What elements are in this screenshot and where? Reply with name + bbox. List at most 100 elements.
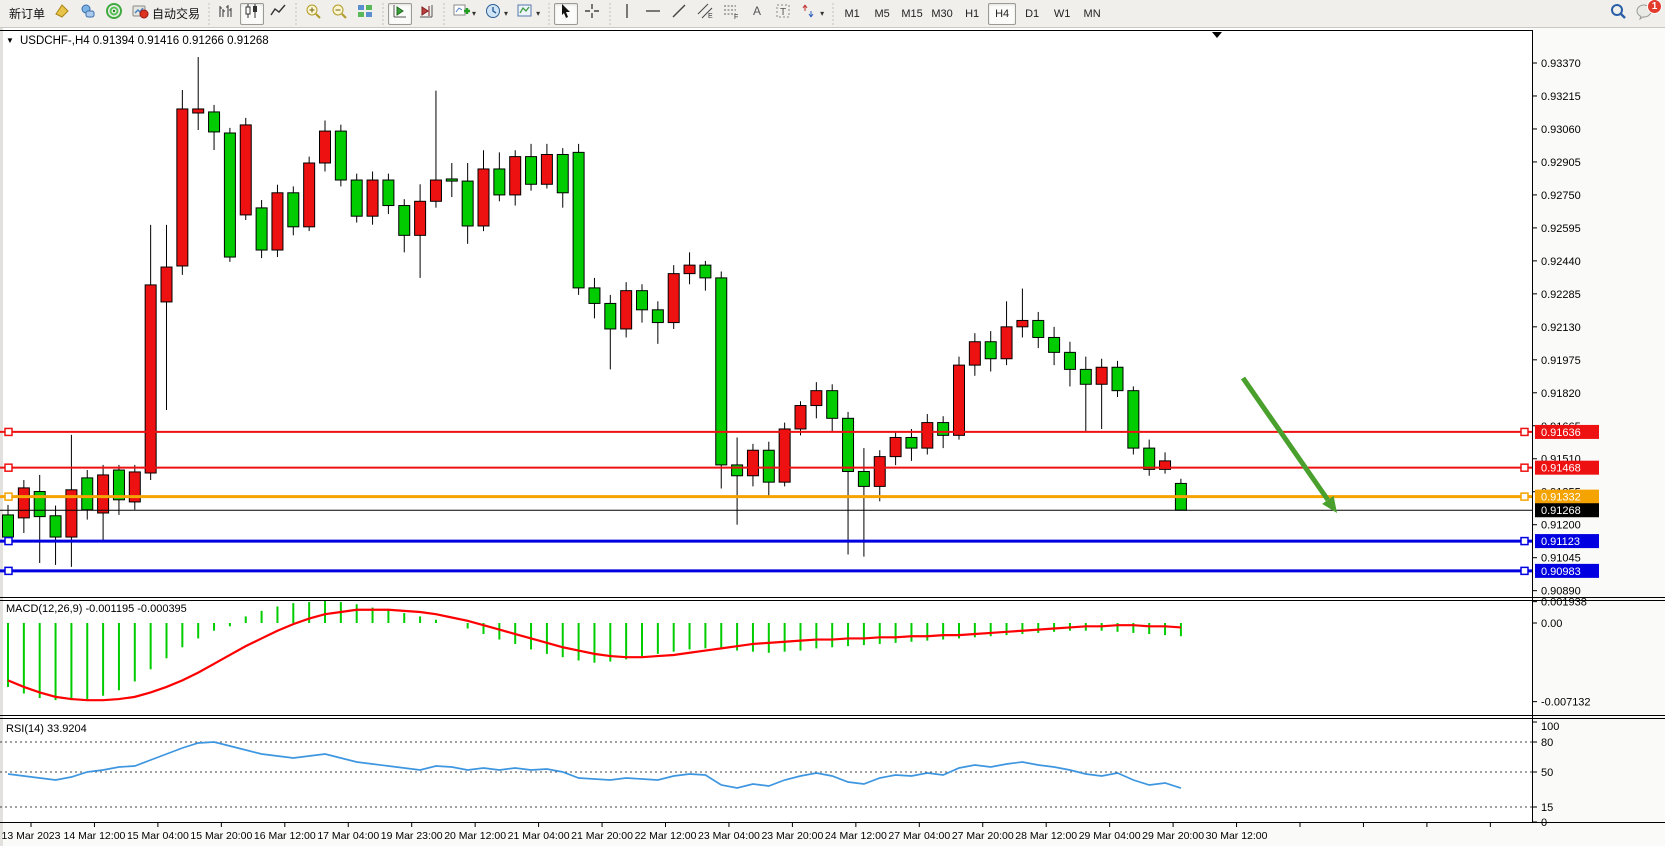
trend-arrow-line[interactable] — [1240, 376, 1330, 502]
hline-handle-left[interactable] — [4, 492, 13, 501]
tile-windows-button[interactable] — [353, 3, 377, 25]
hline-handle-left[interactable] — [4, 536, 13, 546]
timeframe-w1-button[interactable]: W1 — [1053, 7, 1071, 20]
bar-chart-button[interactable] — [214, 3, 238, 25]
arrows-icon — [800, 2, 818, 25]
rsi-axis-label: 80 — [1541, 737, 1553, 749]
toolbar-separator — [545, 2, 553, 25]
chart-shift-marker[interactable] — [1212, 32, 1222, 38]
periods-button[interactable]: ▾ — [481, 3, 511, 25]
search-icon — [1609, 2, 1627, 25]
hline-handle-left[interactable] — [4, 427, 13, 437]
candle-body — [588, 287, 601, 304]
rsi-axis-label: 0 — [1541, 817, 1547, 829]
candle-body — [192, 108, 205, 114]
timeframe-h1-button[interactable]: H1 — [965, 7, 980, 20]
zoom-in-button[interactable] — [301, 3, 325, 25]
text-button[interactable]: A — [745, 3, 769, 25]
templates-button[interactable]: ▾ — [513, 3, 543, 25]
time-axis-label: 14 Mar 12:00 — [64, 830, 126, 842]
timeframe-m15-button[interactable]: M15 — [901, 7, 923, 20]
price-label-box-text: 0.90983 — [1541, 566, 1581, 578]
crosshair-button[interactable] — [580, 3, 604, 25]
chart-shift-button[interactable] — [414, 3, 438, 25]
vertical-line-icon — [618, 2, 636, 25]
text-label-button[interactable]: T — [771, 3, 795, 25]
timeframe-mn-button[interactable]: MN — [1083, 7, 1101, 20]
time-axis-label: 29 Mar 20:00 — [1142, 830, 1204, 842]
toolbar-separator — [292, 2, 300, 25]
zoom-in-icon — [304, 2, 322, 25]
hline-handle-right[interactable] — [1520, 427, 1529, 437]
chart-area[interactable]: 0.93370 0.93215 0.93060 0.92905 0.92750 0.925… — [0, 28, 1665, 846]
search-button[interactable] — [1606, 3, 1630, 25]
candle-body — [620, 290, 633, 330]
price-axis-label: 0.92750 — [1541, 190, 1581, 202]
new-order-button[interactable]: 新订单 — [3, 3, 48, 25]
candle-body — [1143, 447, 1156, 470]
macd-signal-line — [7, 608, 1181, 702]
market-watch-button[interactable] — [50, 3, 74, 25]
hline-handle-right[interactable] — [1520, 566, 1529, 576]
timeframe-m1-button[interactable]: M1 — [844, 7, 860, 20]
macd-axis-label: -0.007132 — [1541, 697, 1591, 709]
timeframe-m5-button[interactable]: M5 — [874, 7, 890, 20]
candle-body — [112, 469, 125, 501]
vertical-line-button[interactable] — [615, 3, 639, 25]
horizontal-line-button[interactable] — [641, 3, 665, 25]
signals-button[interactable] — [102, 3, 126, 25]
indicators-icon — [452, 2, 471, 25]
rsi-label: RSI(14) 33.9204 — [6, 723, 87, 735]
candle-body — [461, 180, 474, 227]
rsi-line — [7, 741, 1182, 789]
periods-icon — [484, 2, 502, 25]
time-axis-label: 28 Mar 12:00 — [1015, 830, 1077, 842]
fibonacci-button[interactable]: F — [719, 3, 743, 25]
cursor-button[interactable] — [554, 2, 579, 25]
dropdown-caret-icon: ▾ — [820, 9, 825, 18]
macd-axis-label: 0.001938 — [1541, 597, 1587, 609]
line-chart-button[interactable] — [266, 3, 290, 25]
candle-body — [493, 168, 506, 196]
symbol-dropdown-marker[interactable]: ▼ — [6, 36, 14, 45]
price-axis-label: 0.92285 — [1541, 289, 1581, 301]
hline-handle-left[interactable] — [4, 566, 13, 576]
svg-text:E: E — [708, 13, 713, 20]
hline-handle-right[interactable] — [1520, 492, 1529, 501]
timeframe-h4-button[interactable]: H4 — [988, 2, 1017, 25]
indicators-button[interactable]: ▾ — [449, 3, 479, 25]
time-axis-label: 23 Mar 04:00 — [698, 830, 760, 842]
candle-body — [319, 130, 331, 164]
toolbar-separator — [379, 2, 387, 25]
candle-body — [937, 422, 950, 436]
channel-button[interactable]: E — [693, 3, 717, 25]
candle-body — [382, 179, 395, 207]
candlestick-chart-button[interactable] — [240, 2, 265, 25]
candle-body — [350, 179, 363, 217]
trend-arrow-head[interactable] — [1322, 495, 1337, 513]
data-window-button[interactable] — [76, 3, 100, 25]
timeframe-d1-button[interactable]: D1 — [1025, 7, 1040, 20]
timeframe-m30-button[interactable]: M30 — [931, 7, 953, 20]
hline-handle-right[interactable] — [1520, 463, 1529, 472]
candle-body — [414, 200, 427, 236]
price-label-box-text: 0.91332 — [1541, 492, 1581, 504]
candle-body — [477, 168, 490, 227]
candle-body — [699, 264, 712, 279]
zoom-out-button[interactable] — [327, 3, 351, 25]
auto-scroll-button[interactable] — [388, 2, 413, 25]
bar-chart-icon — [217, 2, 235, 25]
candle-body — [398, 205, 411, 236]
hline-handle-left[interactable] — [4, 463, 13, 472]
candle-body — [128, 471, 141, 503]
hline-handle-right[interactable] — [1520, 536, 1529, 546]
candle-body — [223, 132, 236, 258]
chart-shift-icon — [417, 2, 435, 25]
notifications-button[interactable]: 1 — [1632, 0, 1662, 25]
price-axis-label: 0.92595 — [1541, 223, 1581, 235]
candle-body — [905, 436, 918, 449]
trendline-button[interactable] — [667, 3, 691, 25]
arrows-button[interactable]: ▾ — [797, 3, 827, 25]
autotrading-button[interactable]: 自动交易 — [128, 3, 203, 25]
dropdown-caret-icon: ▾ — [536, 9, 541, 18]
